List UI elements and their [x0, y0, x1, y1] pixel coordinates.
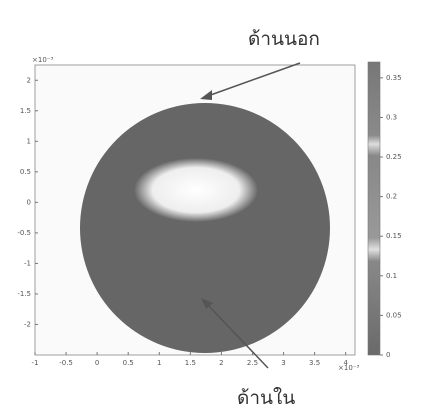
x-tick-label: 3.5 — [309, 359, 320, 367]
x-tick-label: 4 — [343, 359, 348, 367]
y-tick-label: -1.5 — [17, 290, 31, 298]
arrow-head — [201, 298, 213, 309]
y-tick-label: 1.5 — [20, 107, 31, 115]
y-tick-label: 2 — [27, 76, 31, 84]
image-disc — [80, 103, 330, 353]
y-tick-label: -0.5 — [17, 229, 31, 237]
y-multiplier: ×10⁻³ — [32, 56, 53, 64]
x-tick-label: 2.5 — [247, 359, 258, 367]
arrow-head — [200, 90, 212, 100]
y-tick-label: 1 — [27, 137, 31, 145]
x-multiplier: ×10⁻³ — [338, 364, 359, 372]
y-tick-label: 0.5 — [20, 168, 31, 176]
annotation: ด้านใน — [237, 387, 295, 409]
y-tick-label: -2 — [24, 320, 31, 328]
x-tick-label: 3 — [281, 359, 285, 367]
x-tick-label: 0 — [95, 359, 99, 367]
x-tick-label: 2 — [219, 359, 223, 367]
arrow — [204, 301, 269, 369]
y-tick-label: 0 — [27, 198, 31, 206]
colorbar-tick-label: 0.2 — [386, 193, 397, 201]
x-tick-label: 1 — [157, 359, 161, 367]
x-tick-label: 0.5 — [123, 359, 134, 367]
x-tick-label: -1 — [32, 359, 39, 367]
x-tick-label: -0.5 — [59, 359, 73, 367]
image-bright-region — [134, 158, 258, 222]
colorbar-tick-label: 0 — [386, 351, 390, 359]
colorbar-tick-label: 0.1 — [386, 272, 397, 280]
colorbar-tick-label: 0.25 — [386, 153, 402, 161]
arrow — [204, 62, 301, 98]
colorbar-tick-label: 0.3 — [386, 113, 397, 121]
colorbar — [367, 61, 381, 356]
colorbar-tick-label: 0.35 — [386, 74, 402, 82]
y-tick-label: -1 — [24, 259, 31, 267]
annotation: ด้านนอก — [248, 28, 320, 50]
colorbar-tick-label: 0.15 — [386, 232, 402, 240]
colorbar-tick-label: 0.05 — [386, 311, 402, 319]
x-tick-label: 1.5 — [185, 359, 196, 367]
